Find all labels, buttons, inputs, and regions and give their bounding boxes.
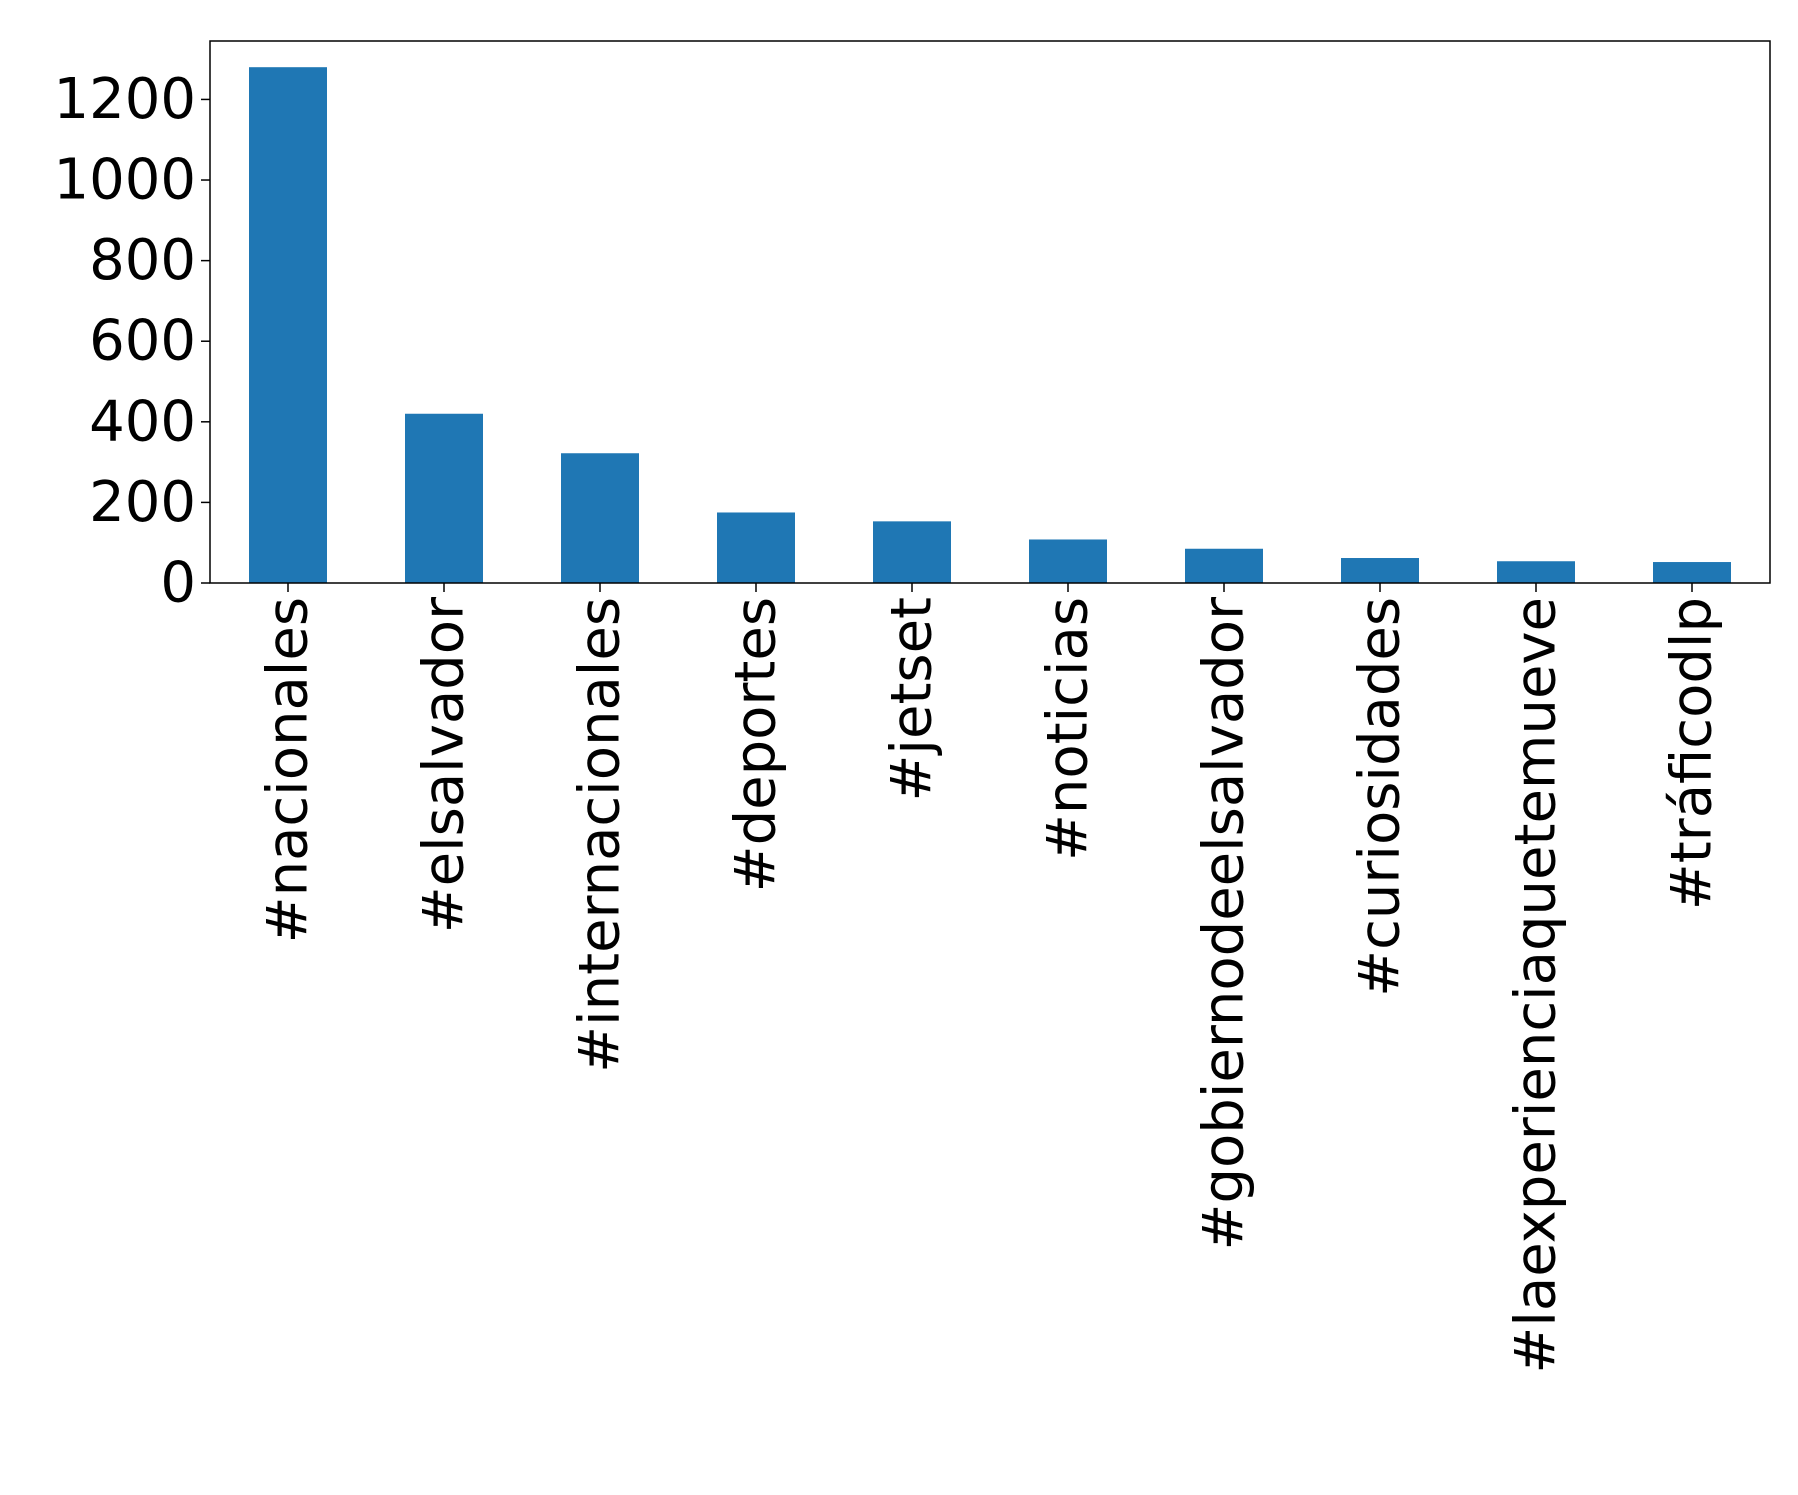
- x-tick-label: #curiosidades: [1348, 597, 1413, 997]
- y-tick-label: 1200: [53, 67, 196, 132]
- x-tick-label: #nacionales: [256, 597, 321, 943]
- bar-5: [1029, 539, 1107, 583]
- y-tick-label: 1000: [53, 148, 196, 213]
- x-tick-label: #laexperienciaquetemueve: [1504, 597, 1569, 1374]
- bars-group: [249, 67, 1731, 584]
- x-axis: #nacionales #elsalvador #internacionales #d…: [256, 583, 1725, 1374]
- bar-0: [249, 67, 327, 584]
- bar-9: [1653, 562, 1731, 583]
- bar-3: [717, 512, 795, 583]
- bar-4: [873, 521, 951, 583]
- x-tick-label: #internacionales: [568, 597, 633, 1073]
- x-tick-label: #noticias: [1036, 597, 1101, 861]
- y-tick-label: 600: [89, 309, 196, 374]
- y-tick-label: 400: [89, 389, 196, 454]
- bar-2: [561, 453, 639, 583]
- bar-6: [1185, 548, 1263, 583]
- x-tick-label: #elsalvador: [412, 596, 477, 933]
- x-tick-label: #jetset: [880, 597, 945, 801]
- x-tick-label: #tráficodlp: [1660, 597, 1725, 910]
- y-tick-label: 0: [160, 551, 196, 616]
- plot-frame: [209, 40, 1771, 584]
- y-axis: 0 200 400 600 800 1000 1200: [53, 67, 210, 616]
- y-tick-label: 800: [89, 228, 196, 293]
- bar-7: [1341, 558, 1419, 583]
- bar-8: [1497, 561, 1575, 583]
- y-tick-label: 200: [89, 470, 196, 535]
- bar-1: [405, 413, 483, 583]
- x-tick-label: #gobiernodeelsalvador: [1192, 596, 1257, 1250]
- x-tick-label: #deportes: [724, 597, 789, 892]
